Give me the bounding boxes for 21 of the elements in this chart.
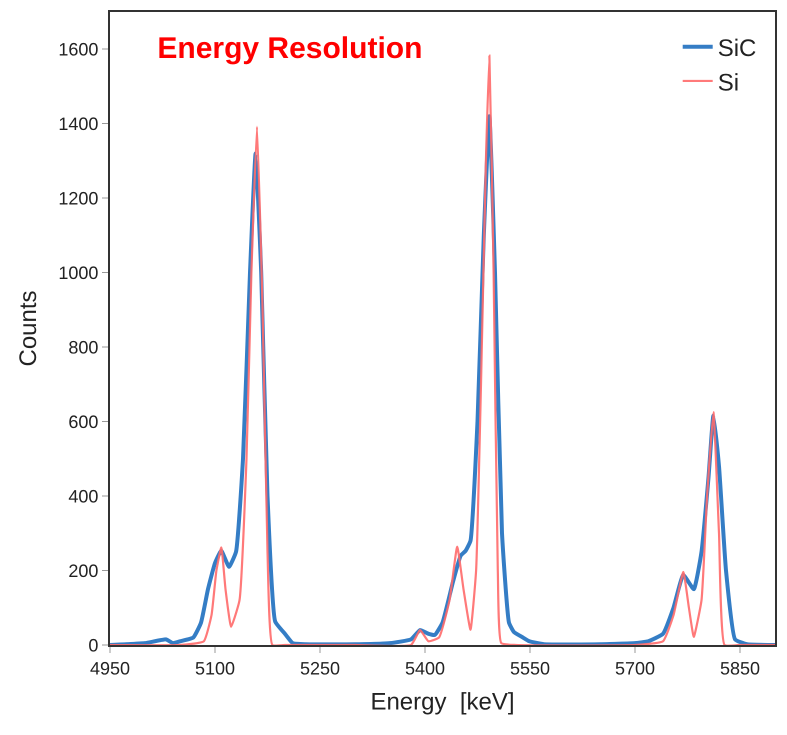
x-tick-label: 5100	[194, 658, 236, 679]
y-tick-label: 800	[68, 337, 98, 358]
y-axis-title: Counts	[14, 290, 42, 367]
y-tick-label: 600	[68, 412, 98, 432]
y-tick-label: 1200	[58, 188, 98, 208]
legend-label: Si	[718, 69, 740, 96]
y-tick-label: 1600	[58, 40, 98, 60]
x-tick-label: 4950	[90, 658, 130, 679]
x-tick-label: 5400	[404, 658, 446, 679]
x-axis-title: Energy [keV]	[370, 688, 515, 716]
x-tick-label: 5550	[510, 658, 550, 679]
y-tick-label: 400	[68, 486, 98, 506]
y-tick-label: 1400	[58, 114, 98, 134]
y-tick-label: 200	[68, 560, 98, 581]
y-tick-label: 0	[88, 635, 98, 656]
y-tick-label: 1000	[58, 262, 98, 283]
text: Energy Resolution	[157, 32, 422, 65]
x-tick-label: 5850	[720, 658, 760, 679]
x-tick-label: 5250	[300, 658, 340, 679]
x-tick-label: 5700	[614, 658, 656, 679]
legend-label: SiC	[718, 35, 756, 62]
